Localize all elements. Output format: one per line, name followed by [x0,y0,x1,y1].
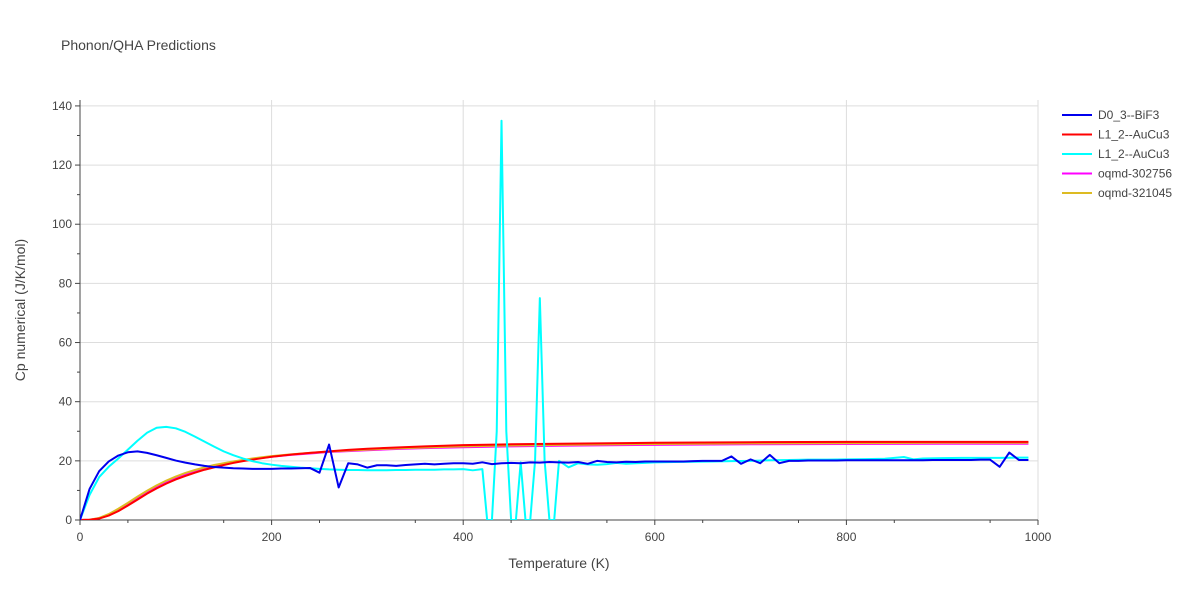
y-tick-label: 140 [52,99,72,113]
legend-label: L1_2--AuCu3 [1098,147,1170,161]
legend[interactable]: D0_3--BiF3 L1_2--AuCu3 L1_2--AuCu3 oqmd-302… [1062,108,1172,200]
series-layer [80,119,1029,520]
legend-label: D0_3--BiF3 [1098,108,1160,122]
y-tick-label: 20 [59,454,73,468]
grid [79,100,1039,521]
x-axis-title: Temperature (K) [508,555,609,571]
x-tick-label: 600 [645,530,665,544]
series-line-2 [80,119,1029,520]
y-axis-title: Cp numerical (J/K/mol) [12,239,28,381]
y-tick-label: 0 [65,513,72,527]
x-tick-label: 1000 [1025,530,1052,544]
y-tick-label: 120 [52,158,72,172]
y-tick-label: 40 [59,395,73,409]
x-tick-label: 800 [836,530,856,544]
legend-item[interactable]: D0_3--BiF3 [1062,108,1160,122]
x-tick-label: 400 [453,530,473,544]
x-tick-labels: 0 200 400 600 800 1000 [77,520,1052,544]
x-tick-label: 200 [262,530,282,544]
legend-label: oqmd-321045 [1098,186,1172,200]
legend-label: oqmd-302756 [1098,167,1172,181]
x-tick-label: 0 [77,530,84,544]
y-tick-label: 60 [59,336,73,350]
y-tick-label: 80 [59,276,73,290]
legend-item[interactable]: L1_2--AuCu3 [1062,128,1170,142]
axes [79,100,1038,521]
legend-item[interactable]: oqmd-302756 [1062,167,1172,181]
legend-item[interactable]: L1_2--AuCu3 [1062,147,1170,161]
legend-label: L1_2--AuCu3 [1098,128,1170,142]
y-tick-label: 100 [52,217,72,231]
chart-title: Phonon/QHA Predictions [61,37,216,53]
legend-item[interactable]: oqmd-321045 [1062,186,1172,200]
y-tick-labels: 0 20 40 60 80 100 120 140 [52,99,80,527]
series-line-0 [80,443,1029,520]
